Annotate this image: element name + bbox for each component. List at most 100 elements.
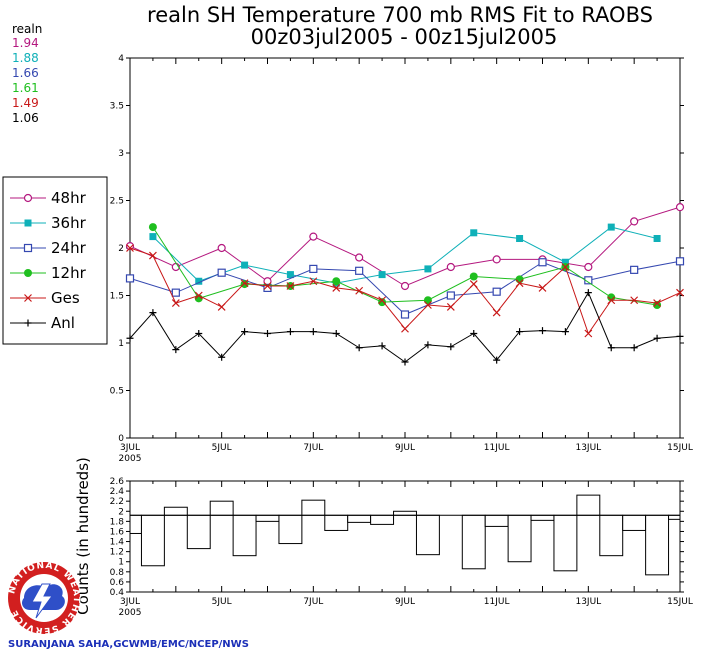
count-bar (278, 514, 303, 545)
series-point-anl (286, 328, 294, 336)
series-point-anl (355, 344, 363, 352)
legend-label-24hr: 24hr (51, 239, 87, 257)
series-point-48hr (355, 253, 364, 262)
main-y-tick-label: 2.5 (110, 197, 124, 207)
main-y-axis: 0 0.5 1 1.5 2 2.5 3 3.5 4 (110, 54, 684, 444)
legend-box (2, 176, 108, 345)
main-x-tick-label: 13JUL (575, 443, 601, 453)
legend-marker-anl (24, 319, 32, 327)
series-point-anl (516, 328, 524, 336)
count-bar (163, 506, 188, 516)
series-line-12hr (152, 226, 658, 306)
count-bar (347, 514, 372, 523)
main-x-tick-label: 11JUL (484, 443, 510, 453)
main-x-tick-label: 9JUL (395, 443, 415, 453)
count-bar (553, 514, 578, 572)
legend-marker-ges (24, 294, 32, 302)
count-x-tick-label: 15JUL (667, 597, 693, 607)
count-x-tick-label: 11JUL (484, 597, 510, 607)
legend-marker-48hr (23, 193, 33, 203)
series-point-36hr (286, 271, 294, 279)
count-y-axis: 0.40.60.811.21.41.61.822.22.42.6 (110, 477, 684, 598)
legend: 48hr 36hr 24hr 12hr Ges Anl (10, 189, 87, 332)
main-x-tick-label: 5JUL (212, 443, 232, 453)
main-y-tick-label: 2 (118, 244, 124, 254)
main-plot-area (129, 57, 681, 439)
series-point-anl (172, 346, 180, 354)
series-point-ges (515, 279, 524, 288)
series-point-48hr (675, 203, 685, 212)
stats-label: realn (12, 22, 42, 36)
logo-lightning-icon (31, 583, 53, 619)
series-point-anl (630, 344, 638, 352)
series-point-36hr (516, 235, 524, 242)
credit-text: SURANJANA SAHA,GCWMB/EMC/NCEP/NWS (8, 639, 249, 650)
count-y-tick-label: 1.2 (110, 548, 124, 558)
count-y-tick-label: 1.8 (110, 517, 125, 527)
series-point-ges (492, 308, 501, 317)
series-point-36hr (470, 229, 478, 237)
chart-title: realn SH Temperature 700 mb RMS Fit to R… (147, 3, 653, 27)
stat-value-24hr: 1.66 (12, 66, 39, 80)
count-bar (186, 514, 211, 550)
count-bar (140, 514, 165, 567)
series-point-ges (446, 302, 455, 311)
count-bar (232, 514, 257, 557)
count-x-tick-label: 3JUL (120, 597, 140, 607)
series-point-48hr (446, 262, 455, 272)
series-point-24hr (263, 283, 272, 292)
count-x-tick-sublabel: 2005 (119, 608, 142, 618)
series-point-anl (218, 353, 226, 361)
series-point-anl (424, 341, 432, 349)
count-y-tick-label: 2.4 (110, 487, 125, 497)
series-point-ges (148, 251, 157, 260)
stat-value-48hr: 1.94 (12, 36, 39, 50)
count-y-tick-label: 1.6 (110, 527, 125, 537)
count-y-tick-label: 0.6 (110, 578, 125, 588)
main-y-tick-label: 4 (118, 54, 124, 64)
count-y-tick-label: 2.6 (110, 477, 125, 487)
series-point-anl (401, 358, 409, 366)
series-point-anl (584, 289, 592, 297)
series-point-ges (378, 296, 387, 305)
count-bar (255, 514, 280, 522)
series-point-48hr (584, 262, 593, 272)
series-point-anl (561, 328, 569, 336)
count-bar (370, 514, 395, 525)
series-line-anl (129, 291, 681, 363)
series-point-anl (607, 344, 615, 352)
count-y-tick-label: 1 (118, 558, 124, 568)
count-x-tick-label: 5JUL (212, 597, 232, 607)
count-bar (324, 514, 349, 531)
series-point-24hr (538, 258, 547, 267)
count-y-tick-label: 2 (118, 507, 124, 517)
series-point-anl (332, 330, 340, 337)
series-point-anl (309, 328, 317, 336)
legend-label-48hr: 48hr (51, 189, 87, 207)
series-point-36hr (561, 258, 569, 266)
series-point-24hr (400, 310, 410, 319)
series-point-anl (126, 334, 134, 342)
series-point-24hr (675, 257, 685, 266)
series-point-24hr (217, 268, 226, 277)
chart-subtitle: 00z03jul2005 - 00z15jul2005 (251, 25, 558, 49)
series-point-48hr (125, 242, 135, 251)
main-y-tick-label: 1.5 (110, 292, 124, 302)
series-point-ges (607, 296, 616, 305)
main-x-tick-label: 15JUL (667, 443, 693, 453)
series-point-36hr (378, 271, 386, 279)
count-x-tick-label: 7JUL (303, 597, 323, 607)
series-point-anl (378, 342, 386, 350)
series-point-ges (263, 282, 272, 290)
series-point-ges (355, 286, 364, 295)
series-point-12hr (240, 280, 249, 289)
series-point-36hr (607, 223, 615, 231)
stat-value-anl: 1.06 (12, 111, 39, 125)
series-point-ges (676, 288, 684, 297)
count-bar (393, 510, 417, 516)
series-point-ges (309, 277, 318, 286)
series-point-ges (401, 324, 409, 333)
series-point-ges (126, 244, 134, 252)
series-point-48hr (400, 281, 410, 291)
